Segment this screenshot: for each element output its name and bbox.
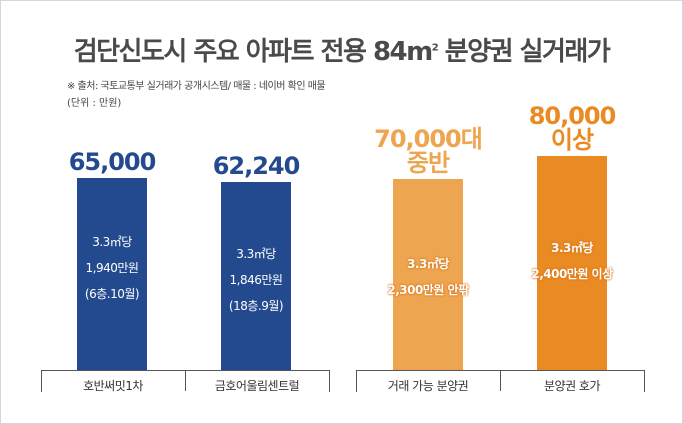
bar-1 — [77, 177, 147, 370]
x-label-2: 금호어울림센트럴 — [214, 379, 300, 393]
unit-note: (단위 : 만원) — [67, 98, 122, 109]
bar-4 — [537, 156, 607, 370]
bar-note-4: 3.3㎡당 2,400만원 이상 — [531, 241, 613, 281]
x-label-3: 거래 가능 분양권 — [387, 379, 469, 393]
value-label-2: 62,240 — [212, 151, 301, 180]
axis-tick — [500, 370, 501, 391]
bar-2 — [221, 181, 291, 370]
bar-3 — [393, 179, 463, 370]
chart-title: 검단신도시 주요 아파트 전용 84m2 분양권 실거래가 — [73, 37, 611, 67]
bar-note-3: 3.3㎡당 2,300만원 안팎 — [387, 257, 469, 297]
value-label-1: 65,000 — [68, 147, 157, 176]
value-label-4: 80,000 이상 — [528, 102, 617, 154]
value-label-3: 70,000대 중반 — [374, 125, 483, 177]
axis-tick — [185, 370, 186, 391]
x-label-4: 분양권 호가 — [543, 379, 601, 393]
source-note: ※ 출처: 국토교통부 실거래가 공개시스템/ 매물 : 네이버 확인 매물 — [67, 81, 326, 92]
bar-note-1: 3.3㎡당 1,940만원 (6층.10월) — [84, 235, 140, 301]
x-label-1: 호반써밋1차 — [83, 379, 143, 393]
bar-note-2: 3.3㎡당 1,846만원 (18층.9월) — [228, 247, 284, 313]
